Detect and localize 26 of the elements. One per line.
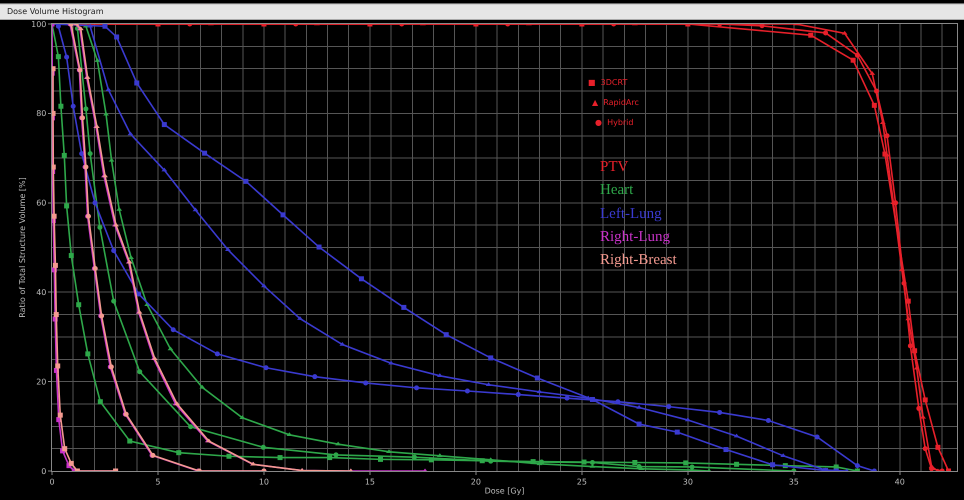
x-tick-label: 40 [894, 478, 905, 487]
x-tick-label: 10 [258, 478, 270, 487]
y-tick-label: 100 [31, 20, 46, 29]
x-tick-label: 20 [470, 478, 481, 487]
y-tick-label: 20 [36, 377, 46, 386]
text: Heart [600, 182, 634, 198]
x-tick-label: 30 [682, 478, 693, 487]
x-tick-label: 0 [49, 478, 55, 487]
y-tick-label: 80 [36, 109, 46, 118]
annotation: ▲ RapidArc [592, 98, 639, 107]
x-tick-label: 35 [788, 478, 799, 487]
chart-title: Dose Volume Histogram [7, 7, 104, 16]
text: PTV [600, 159, 629, 175]
x-axis-title: Dose [Gy] [484, 486, 524, 496]
text: Left-Lung [600, 206, 662, 222]
y-tick-label: 60 [36, 198, 46, 208]
y-tick-label: 40 [36, 288, 46, 297]
text: Right-Breast [600, 252, 678, 268]
text: Right-Lung [600, 229, 670, 245]
annotation: ● Hybrid [595, 118, 634, 127]
y-axis-title: Ratio of Total Structure Volume [%] [18, 177, 27, 318]
x-tick-label: 5 [155, 478, 161, 487]
annotation: ■ 3DCRT [588, 78, 628, 87]
x-tick-label: 15 [364, 478, 376, 487]
y-tick-label: 0 [41, 466, 46, 476]
x-tick-label: 25 [576, 478, 587, 487]
